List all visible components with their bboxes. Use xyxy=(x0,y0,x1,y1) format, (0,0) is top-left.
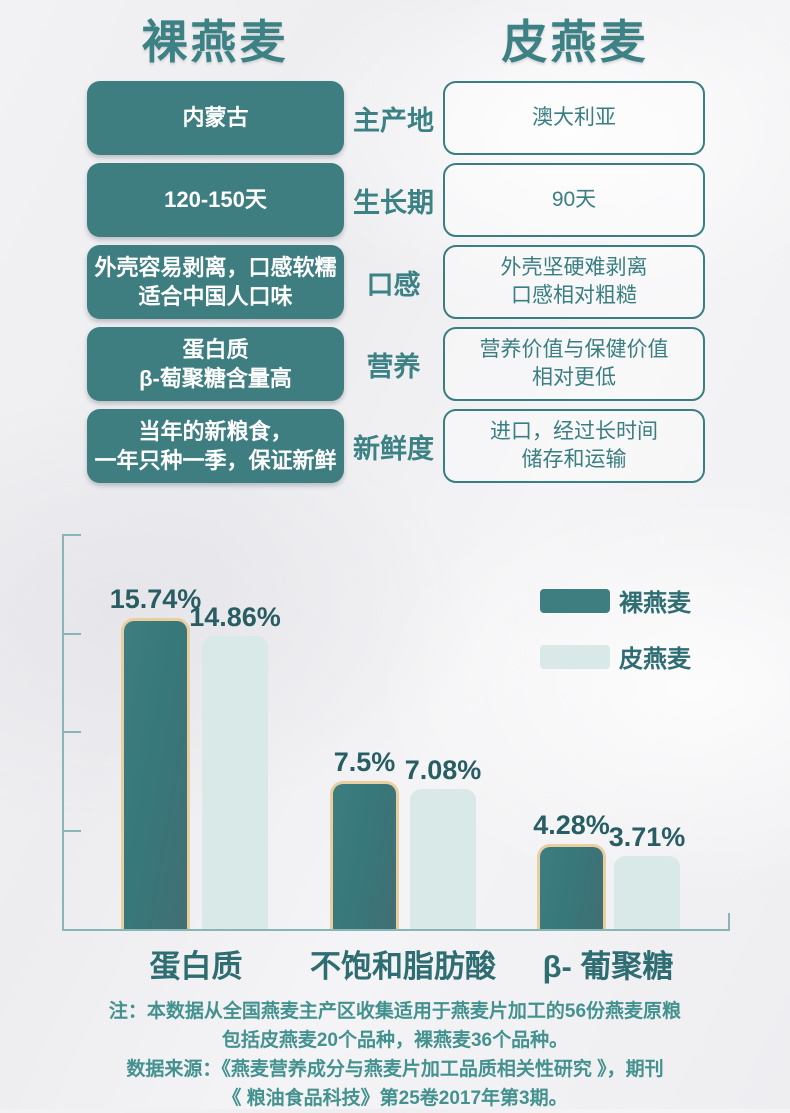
y-axis-tick xyxy=(62,731,81,733)
naked-oat-nutrition-value: 蛋白质 β-萄聚糖含量高 xyxy=(87,327,344,401)
y-axis-tick xyxy=(62,534,81,536)
footnote-line-2: 包括皮燕麦20个品种，裸燕麦36个品种。 xyxy=(221,1030,569,1051)
bar-hulled-oat-beta-glucan: 3.71% xyxy=(609,822,685,929)
legend-label-naked-oat: 裸燕麦 xyxy=(619,590,691,617)
footnote-line-1: 注：本数据从全国燕麦主产区收集适用于燕麦片加工的56份燕麦原粮 xyxy=(108,1001,682,1022)
hulled-oat-nutrition-value: 营养价值与保健价值 相对更低 xyxy=(443,327,705,401)
y-axis-tick xyxy=(62,830,81,832)
bar-naked-oat-beta-glucan: 4.28% xyxy=(533,810,610,929)
x-axis-end-cap xyxy=(728,913,730,930)
attribute-label-growth: 生长期 xyxy=(353,187,434,218)
comparison-row-nutrition: 蛋白质 β-萄聚糖含量高 营养 营养价值与保健价值 相对更低 xyxy=(87,327,705,401)
bar-rect xyxy=(537,844,606,929)
comparison-row-origin: 内蒙古 主产地 澳大利亚 xyxy=(87,81,705,155)
footnote: 注：本数据从全国燕麦主产区收集适用于燕麦片加工的56份燕麦原粮 包括皮燕麦20个… xyxy=(0,997,790,1113)
attribute-label-nutrition: 营养 xyxy=(366,351,421,382)
comparison-row-growth-period: 120-150天 生长期 90天 xyxy=(87,163,705,237)
bar-rect xyxy=(614,856,680,929)
legend-item-hulled-oat: 皮燕麦 xyxy=(540,639,691,674)
attribute-label-freshness: 新鲜度 xyxy=(353,433,434,464)
category-label-beta-glucan: β- 葡聚糖 xyxy=(542,949,674,984)
category-label-fatty-acid: 不饱和脂肪酸 xyxy=(310,949,496,984)
bar-hulled-oat-protein: 14.86% xyxy=(189,602,281,929)
legend-swatch-hulled-oat xyxy=(540,644,610,669)
category-label-protein: 蛋白质 xyxy=(149,949,243,984)
hulled-oat-origin-value: 澳大利亚 xyxy=(443,81,705,155)
hulled-oat-taste-value: 外壳坚硬难剥离 口感相对粗糙 xyxy=(443,245,705,319)
naked-oat-growth-value: 120-150天 xyxy=(87,163,344,237)
bar-hulled-oat-fatty-acid: 7.08% xyxy=(405,755,481,929)
y-axis-tick xyxy=(62,633,81,635)
bar-rect xyxy=(410,789,476,929)
bar-value-label: 15.74% xyxy=(109,584,202,614)
legend-item-naked-oat: 裸燕麦 xyxy=(540,583,691,618)
bar-naked-oat-protein: 15.74% xyxy=(110,584,201,929)
bar-value-label: 3.71% xyxy=(608,822,686,852)
bar-rect xyxy=(121,618,190,929)
legend-swatch-naked-oat xyxy=(540,588,610,613)
chart-legend: 裸燕麦 皮燕麦 xyxy=(540,583,691,695)
attribute-label-origin: 主产地 xyxy=(353,105,434,136)
y-axis xyxy=(62,534,81,930)
naked-oat-taste-value: 外壳容易剥离，口感软糯 适合中国人口味 xyxy=(87,245,344,319)
bar-rect xyxy=(202,636,268,929)
bar-value-label: 7.08% xyxy=(404,755,482,785)
hulled-oat-freshness-value: 进口，经过长时间 储存和运输 xyxy=(443,409,705,483)
bar-value-label: 7.5% xyxy=(333,747,396,777)
bar-naked-oat-fatty-acid: 7.5% xyxy=(330,747,399,929)
bar-rect xyxy=(330,781,399,929)
footnote-line-3: 数据来源：《燕麦营养成分与燕麦片加工品质相关性研究 》，期刊 xyxy=(126,1059,664,1080)
naked-oat-origin-value: 内蒙古 xyxy=(87,81,344,155)
hulled-oat-title: 皮燕麦 xyxy=(501,16,649,68)
hulled-oat-growth-value: 90天 xyxy=(443,163,705,237)
attribute-label-taste: 口感 xyxy=(366,269,421,300)
comparison-row-taste: 外壳容易剥离，口感软糯 适合中国人口味 口感 外壳坚硬难剥离 口感相对粗糙 xyxy=(87,245,705,319)
comparison-table: 内蒙古 主产地 澳大利亚 120-150天 生长期 90天 外壳容易剥离，口感软… xyxy=(87,81,705,491)
naked-oat-title: 裸燕麦 xyxy=(141,16,289,68)
footnote-line-4: 《 粮油食品科技》第25卷2017年第3期。 xyxy=(222,1088,568,1109)
bar-value-label: 14.86% xyxy=(189,602,281,632)
legend-label-hulled-oat: 皮燕麦 xyxy=(619,646,691,673)
bar-value-label: 4.28% xyxy=(533,810,610,840)
naked-oat-freshness-value: 当年的新粮食， 一年只种一季，保证新鲜 xyxy=(87,409,344,483)
x-axis xyxy=(62,929,730,931)
comparison-row-freshness: 当年的新粮食， 一年只种一季，保证新鲜 新鲜度 进口，经过长时间 储存和运输 xyxy=(87,409,705,483)
